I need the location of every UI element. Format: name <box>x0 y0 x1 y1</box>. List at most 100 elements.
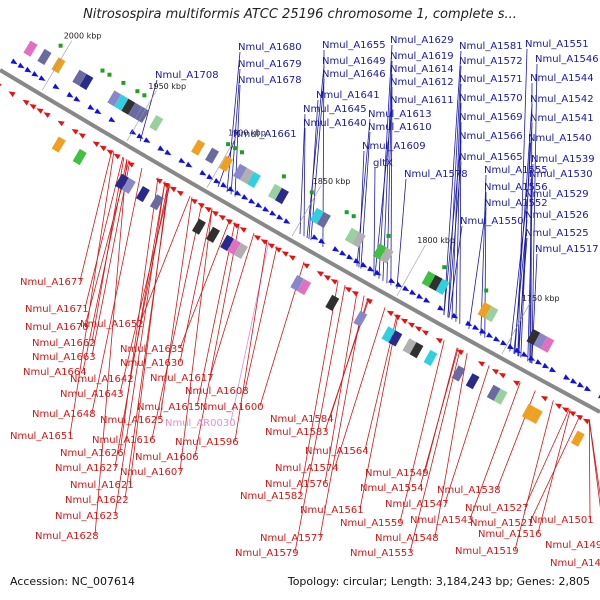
gene-label-top[interactable]: Nmul_A1611 <box>390 95 454 106</box>
gene-label-bottom[interactable]: Nmul_A1492 <box>545 540 600 551</box>
gene-label-bottom[interactable]: Nmul_A1652 <box>80 319 144 330</box>
gene-label-top[interactable]: Nmul_A1555 <box>484 165 548 176</box>
gene-label-bottom[interactable]: Nmul_A1549 <box>365 468 429 479</box>
gene-label-top[interactable]: Nmul_A1566 <box>459 131 523 142</box>
gene-label-bottom[interactable]: Nmul_A1596 <box>175 437 239 448</box>
gene-label-top[interactable]: Nmul_A1529 <box>525 189 589 200</box>
gene-label-top[interactable]: Nmul_A1646 <box>322 69 386 80</box>
gene-label-top[interactable]: Nmul_A1645 <box>303 104 367 115</box>
gene-label-bottom[interactable]: Nmul_A1626 <box>60 448 124 459</box>
gene-label-bottom[interactable]: Nmul_A1617 <box>150 373 214 384</box>
gene-label-top[interactable]: Nmul_A1641 <box>316 90 380 101</box>
gene-label-bottom[interactable]: Nmul_A1625 <box>100 415 164 426</box>
gene-label-bottom[interactable]: Nmul_A1616 <box>92 435 156 446</box>
gene-label-top[interactable]: Nmul_A1526 <box>525 210 589 221</box>
gene-label-top[interactable]: Nmul_A1541 <box>530 113 594 124</box>
gene-label-bottom[interactable]: Nmul_A1600 <box>200 402 264 413</box>
gene-label-top[interactable]: Nmul_A1544 <box>530 73 594 84</box>
gene-label-bottom[interactable]: Nmul_A1527 <box>465 503 529 514</box>
forward-gene-arrow <box>367 265 375 272</box>
gene-label-top[interactable]: Nmul_A1578 <box>404 169 468 180</box>
gene-label-top[interactable]: Nmul_A1572 <box>459 56 523 67</box>
gene-label-bottom[interactable]: Nmul_A1564 <box>305 446 369 457</box>
gene-label-top[interactable]: Nmul_A1550 <box>460 216 524 227</box>
gene-label-bottom[interactable]: Nmul_A1606 <box>135 452 199 463</box>
gene-label-bottom[interactable]: Nmul_A1651 <box>10 431 74 442</box>
gene-label-top[interactable]: Nmul_A1540 <box>528 133 592 144</box>
gene-label-top[interactable]: Nmul_A1609 <box>362 141 426 152</box>
gene-label-top[interactable]: Nmul_A1679 <box>238 59 302 70</box>
gene-label-bottom[interactable]: Nmul_A1627 <box>55 463 119 474</box>
gene-label-bottom[interactable]: Nmul_A1643 <box>60 389 124 400</box>
gene-label-bottom[interactable]: Nmul_A1663 <box>32 352 96 363</box>
gene-label-bottom[interactable]: Nmul_A1607 <box>120 467 184 478</box>
gene-label-bottom[interactable]: Nmul_A1579 <box>235 548 299 559</box>
gene-label-bottom[interactable]: Nmul_A1664 <box>23 367 87 378</box>
gene-label-top[interactable]: Nmul_A1649 <box>322 56 386 67</box>
gene-label-bottom[interactable]: Nmul_A1677 <box>20 277 84 288</box>
gene-label-bottom[interactable]: Nmul_A1621 <box>70 480 134 491</box>
gene-label-bottom[interactable]: Nmul_A1582 <box>240 491 304 502</box>
gene-label-bottom[interactable]: Nmul_A1493 <box>550 558 600 569</box>
gene-label-top[interactable]: Nmul_A1556 <box>484 182 548 193</box>
gene-label-bottom[interactable]: Nmul_A1547 <box>385 499 449 510</box>
gene-label-top[interactable]: Nmul_A1530 <box>529 169 593 180</box>
gene-label-bottom[interactable]: Nmul_A1561 <box>300 505 364 516</box>
gene-label-bottom[interactable]: Nmul_A1623 <box>55 511 119 522</box>
gene-label-top[interactable]: Nmul_A1571 <box>459 74 523 85</box>
gene-label-top[interactable]: Nmul_A1655 <box>322 40 386 51</box>
gene-label-bottom[interactable]: Nmul_A1576 <box>265 479 329 490</box>
gene-label-bottom[interactable]: Nmul_A1635 <box>120 344 184 355</box>
feature-block <box>409 342 424 359</box>
gene-label-bottom[interactable]: Nmul_A1574 <box>275 463 339 474</box>
gene-label-top[interactable]: Nmul_A1629 <box>390 35 454 46</box>
gene-label-top[interactable]: Nmul_A1565 <box>459 152 523 163</box>
gene-label-top[interactable]: Nmul_A1517 <box>535 244 599 255</box>
gene-label-bottom[interactable]: Nmul_A1559 <box>340 518 404 529</box>
gene-label-bottom[interactable]: Nmul_A1615 <box>137 402 201 413</box>
gene-label-bottom[interactable]: Nmul_A1670 <box>25 322 89 333</box>
gene-label-bottom[interactable]: Nmul_A1642 <box>70 374 134 385</box>
gene-label-top[interactable]: Nmul_A1610 <box>368 122 432 133</box>
gene-label-top[interactable]: Nmul_A1680 <box>238 42 302 53</box>
gene-label-bottom[interactable]: Nmul_A1521 <box>470 518 534 529</box>
gene-label-bottom[interactable]: Nmul_A1671 <box>25 304 89 315</box>
gene-label-bottom[interactable]: Nmul_A1519 <box>455 546 519 557</box>
gene-label-top[interactable]: Nmul_A1551 <box>525 39 589 50</box>
gene-label-bottom[interactable]: Nmul_A1628 <box>35 531 99 542</box>
gene-label-bottom[interactable]: Nmul_A1577 <box>260 533 324 544</box>
gene-label-bottom[interactable]: Nmul_A1608 <box>185 386 249 397</box>
gene-label-top[interactable]: Nmul_A1661 <box>233 129 297 140</box>
gene-label-top[interactable]: Nmul_A1525 <box>525 228 589 239</box>
gene-label-top[interactable]: Nmul_A1708 <box>155 70 219 81</box>
gene-label-top[interactable]: Nmul_A1546 <box>535 54 599 65</box>
gene-label-bottom[interactable]: Nmul_A1648 <box>32 409 96 420</box>
gene-label-bottom[interactable]: Nmul_A1662 <box>32 338 96 349</box>
feature-block <box>388 330 403 347</box>
gene-label-top[interactable]: Nmul_A1614 <box>390 64 454 75</box>
gene-label-bottom[interactable]: Nmul_A1501 <box>530 515 594 526</box>
gene-label-top[interactable]: Nmul_A1570 <box>459 93 523 104</box>
gene-label-top[interactable]: Nmul_A1619 <box>390 51 454 62</box>
gene-label-top[interactable]: Nmul_A1640 <box>303 118 367 129</box>
gene-label-bottom[interactable]: Nmul_A1538 <box>437 485 501 496</box>
gene-label-bottom[interactable]: Nmul_A1583 <box>265 427 329 438</box>
gene-label-top[interactable]: Nmul_A1613 <box>368 109 432 120</box>
gene-label-top[interactable]: gltX <box>373 158 393 169</box>
gene-label-bottom[interactable]: Nmul_A1630 <box>120 358 184 369</box>
gene-label-bottom[interactable]: Nmul_A1622 <box>65 495 129 506</box>
gene-label-top[interactable]: Nmul_A1569 <box>459 112 523 123</box>
gene-label-top[interactable]: Nmul_A1678 <box>238 75 302 86</box>
gene-label-top[interactable]: Nmul_A1612 <box>390 77 454 88</box>
gene-label-bottom[interactable]: Nmul_A1543 <box>410 515 474 526</box>
gene-label-bottom[interactable]: Nmul_A1553 <box>350 548 414 559</box>
gene-label-bottom[interactable]: Nmul_A1554 <box>360 483 424 494</box>
gene-label-bottom[interactable]: Nmul_AR0030 <box>165 418 236 429</box>
gene-label-top[interactable]: Nmul_A1539 <box>531 154 595 165</box>
gene-label-top[interactable]: Nmul_A1542 <box>530 94 594 105</box>
gene-label-top[interactable]: Nmul_A1552 <box>484 198 548 209</box>
gene-label-top[interactable]: Nmul_A1581 <box>459 41 523 52</box>
gene-label-bottom[interactable]: Nmul_A1584 <box>270 414 334 425</box>
gene-label-bottom[interactable]: Nmul_A1548 <box>375 533 439 544</box>
gene-label-bottom[interactable]: Nmul_A1516 <box>478 529 542 540</box>
